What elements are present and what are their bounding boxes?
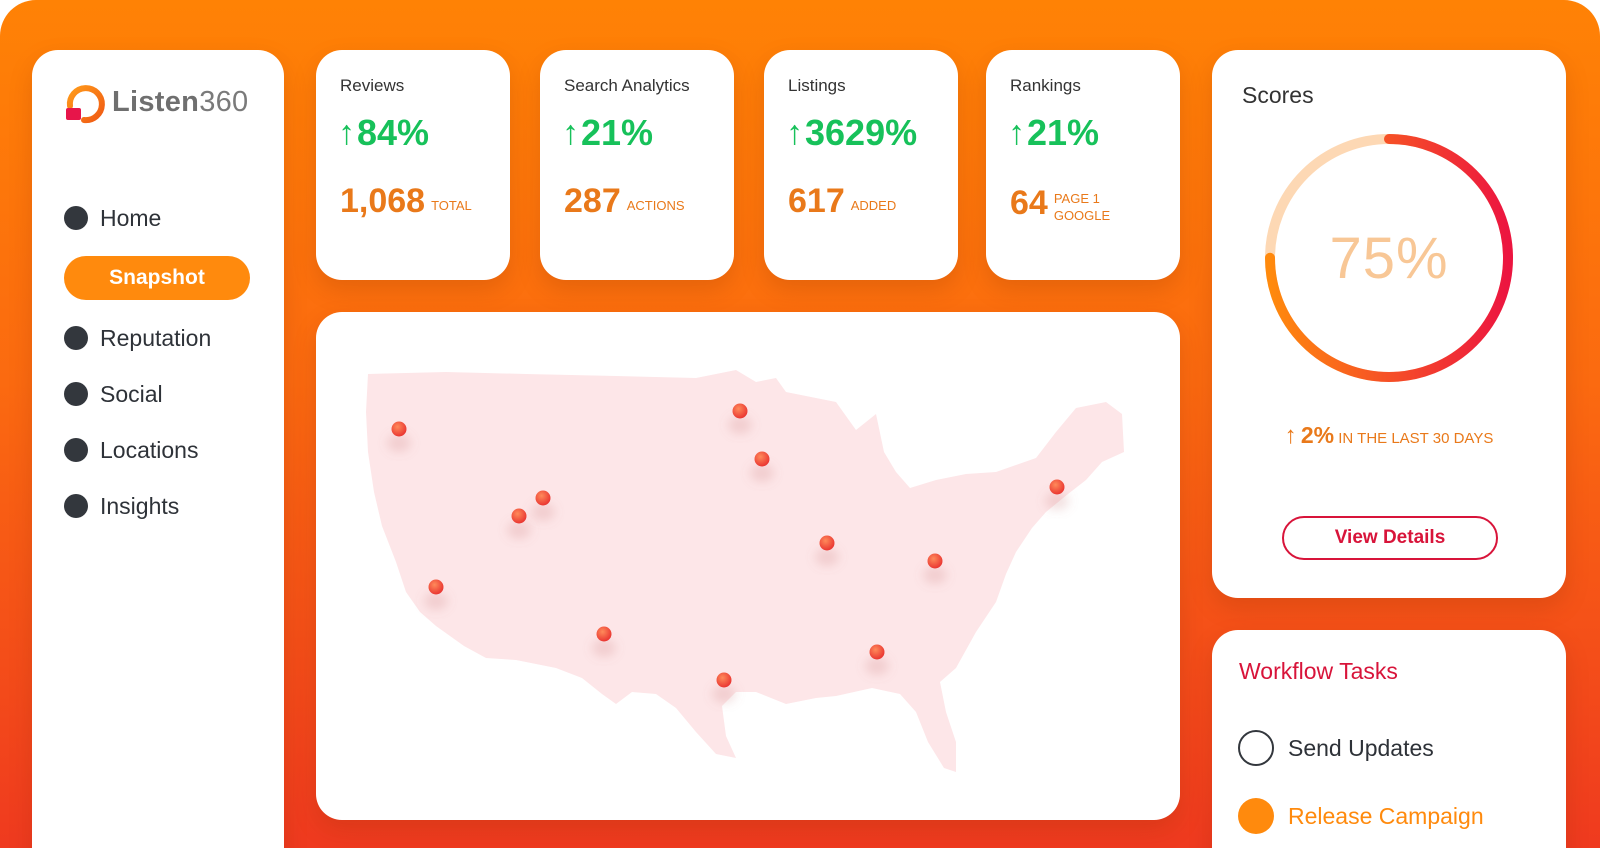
sidebar-item-label: Home (100, 204, 162, 231)
workflow-title: Workflow Tasks (1239, 658, 1398, 684)
map-pin-shadow (531, 503, 555, 521)
arrow-up-icon: ↑ (1284, 422, 1297, 449)
nav-dot-icon (64, 206, 88, 230)
stat-card-rankings[interactable]: Rankings ↑ 21% 64 PAGE 1 GOOGLE (986, 50, 1180, 280)
arrow-up-icon: ↑ (562, 113, 579, 152)
stat-unit: ADDED (850, 198, 897, 213)
workflow-card: Workflow Tasks Send Updates Release Camp… (1212, 630, 1566, 848)
scores-title: Scores (1242, 82, 1314, 108)
logo[interactable]: Listen360 (62, 80, 249, 124)
stat-card-reviews[interactable]: Reviews ↑ 84% 1,068 TOTAL (316, 50, 510, 280)
stat-unit: ACTIONS (626, 198, 685, 213)
sidebar-item-social[interactable]: Social (64, 366, 250, 422)
stat-percent: ↑ 84% (338, 112, 430, 153)
map-pin-shadow (424, 592, 448, 610)
sidebar-item-label: Locations (100, 436, 199, 463)
sidebar-nav: Home Snapshot Reputation Social Location… (64, 190, 250, 534)
score-gauge: 75% (1261, 130, 1517, 391)
map-pin-shadow (712, 685, 736, 703)
sidebar: Listen360 Home Snapshot Reputation Socia… (32, 50, 284, 848)
stat-unit: PAGE 1 GOOGLE (1053, 191, 1111, 223)
map-pins (387, 403, 1069, 703)
score-value: 75% (1329, 225, 1449, 291)
sidebar-item-label: Social (100, 380, 163, 407)
map-pin-icon[interactable] (927, 553, 943, 569)
sidebar-item-locations[interactable]: Locations (64, 422, 250, 478)
map-pin-icon[interactable] (754, 451, 770, 467)
stat-card-listings[interactable]: Listings ↑ 3629% 617 ADDED (764, 50, 958, 280)
nav-dot-icon (64, 382, 88, 406)
stat-percent: ↑ 21% (1008, 112, 1100, 153)
stat-percent: ↑ 21% (562, 112, 654, 153)
task-label: Send Updates (1288, 734, 1434, 761)
usa-shape (366, 370, 1124, 772)
map-pin-icon[interactable] (869, 644, 885, 660)
task-send-updates[interactable]: Send Updates (1238, 730, 1434, 766)
stat-value: 1,068 TOTAL (340, 182, 472, 220)
map-pin-shadow (592, 639, 616, 657)
map-pin-icon[interactable] (819, 535, 835, 551)
sidebar-item-insights[interactable]: Insights (64, 478, 250, 534)
map-pin-icon[interactable] (428, 579, 444, 595)
map-pin-shadow (923, 566, 947, 584)
view-details-button[interactable]: View Details (1282, 516, 1498, 560)
task-label: Release Campaign (1288, 802, 1484, 829)
map-pin-shadow (387, 434, 411, 452)
map-pin-shadow (1045, 492, 1069, 510)
score-trend: ↑ 2% IN THE LAST 30 DAYS (1284, 422, 1494, 449)
map-pin-icon[interactable] (511, 508, 527, 524)
map-pin-icon[interactable] (732, 403, 748, 419)
stat-label: Reviews (340, 76, 405, 95)
nav-dot-icon (64, 494, 88, 518)
map-pin-icon[interactable] (716, 672, 732, 688)
locations-map[interactable] (316, 312, 1180, 820)
sidebar-item-snapshot[interactable]: Snapshot (64, 256, 250, 300)
scores-card: Scores 75% ↑ 2% IN THE LAST 30 DAYS View… (1212, 50, 1566, 598)
map-pin-icon[interactable] (535, 490, 551, 506)
usa-map (366, 370, 1124, 772)
map-pin-icon[interactable] (1049, 479, 1065, 495)
nav-dot-icon (64, 438, 88, 462)
stat-percent: ↑ 3629% (786, 112, 918, 153)
stat-unit: TOTAL (431, 198, 472, 213)
sidebar-item-reputation[interactable]: Reputation (64, 310, 250, 366)
task-circle-icon[interactable] (1238, 798, 1274, 834)
task-circle-icon[interactable] (1238, 730, 1274, 766)
score-ring (1265, 134, 1513, 382)
map-pin-shadow (507, 521, 531, 539)
map-pin-shadow (815, 548, 839, 566)
arrow-up-icon: ↑ (338, 113, 355, 152)
arrow-up-icon: ↑ (1008, 113, 1025, 152)
map-pin-shadow (750, 464, 774, 482)
arrow-up-icon: ↑ (786, 113, 803, 152)
logo-text: Listen360 (112, 85, 249, 118)
stat-value: 617 ADDED (788, 182, 897, 220)
map-pin-shadow (728, 416, 752, 434)
map-pin-shadow (865, 657, 889, 675)
nav-dot-icon (64, 326, 88, 350)
stat-label: Rankings (1010, 76, 1081, 95)
sidebar-item-home[interactable]: Home (64, 190, 250, 246)
task-release-campaign[interactable]: Release Campaign (1238, 798, 1484, 834)
map-pin-icon[interactable] (596, 626, 612, 642)
map-pin-icon[interactable] (391, 421, 407, 437)
stat-value: 64 PAGE 1 GOOGLE (1010, 183, 1111, 224)
sidebar-item-label: Reputation (100, 324, 212, 351)
stat-card-search-analytics[interactable]: Search Analytics ↑ 21% 287 ACTIONS (540, 50, 734, 280)
stat-label: Listings (788, 76, 846, 95)
stat-value: 287 ACTIONS (564, 182, 685, 220)
logo-icon (66, 85, 105, 124)
sidebar-item-label: Snapshot (109, 266, 205, 289)
stat-label: Search Analytics (564, 76, 690, 95)
sidebar-item-label: Insights (100, 492, 180, 519)
